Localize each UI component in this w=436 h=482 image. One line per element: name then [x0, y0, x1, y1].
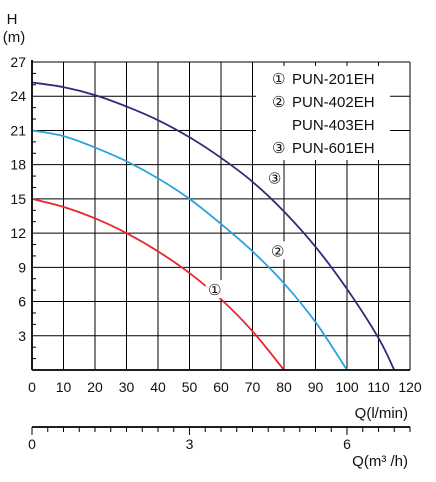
x2-axis-title: Q(m³ /h): [352, 453, 408, 470]
x-tick-label: 100: [335, 379, 359, 395]
x-axis-title: Q(l/min): [355, 405, 408, 422]
series-curve-3: [31, 81, 396, 371]
series-marker-bg-3: [265, 168, 284, 187]
y-tick-label: 12: [10, 225, 26, 241]
y-tick-label: 27: [10, 54, 26, 70]
legend-label-pun-403eh: PUN-403EH: [292, 117, 375, 134]
y-axis-unit: (m): [3, 29, 26, 46]
y-tick-label: 3: [18, 328, 26, 344]
series-marker-1: ①: [208, 281, 221, 299]
series-curve-1: [31, 198, 285, 371]
x-tick-label: 20: [87, 379, 103, 395]
y-tick-label: 15: [10, 191, 26, 207]
y-tick-label: 24: [10, 88, 26, 104]
x-tick-label: 60: [213, 379, 229, 395]
legend-label-pun-402eh: PUN-402EH: [292, 94, 375, 111]
x-tick-label: 90: [308, 379, 324, 395]
x-tick-label: 40: [150, 379, 166, 395]
y-tick-label: 6: [18, 294, 26, 310]
series-marker-2: ②: [271, 242, 284, 260]
legend-label-pun-201eh: PUN-201EH: [292, 71, 375, 88]
series-marker-3: ③: [268, 169, 281, 187]
x-tick-label: 10: [56, 379, 72, 395]
performance-curves: ① ② ③: [31, 81, 396, 371]
x-tick-label: 0: [28, 379, 36, 395]
legend-marker-1: ①: [272, 70, 285, 88]
x-tick-label: 50: [182, 379, 198, 395]
y-tick-label: 9: [18, 259, 26, 275]
x2-tick-label: 3: [186, 436, 194, 452]
y-axis-title: H: [7, 11, 18, 28]
y-tick-label: 21: [10, 122, 26, 138]
legend: ① PUN-201EH ② PUN-402EH PUN-403EH ③ PUN-…: [256, 66, 390, 160]
series-marker-bg-1: [205, 280, 224, 299]
x2-tick-label: 6: [343, 436, 351, 452]
x-tick-label: 30: [119, 379, 135, 395]
series-curve-2: [31, 129, 348, 371]
legend-marker-2: ②: [272, 93, 285, 111]
x2-tick-label: 0: [28, 436, 36, 452]
x-tick-label: 70: [245, 379, 261, 395]
x-tick-label: 110: [367, 379, 390, 395]
series-marker-bg-2: [268, 241, 287, 260]
x-tick-label: 80: [276, 379, 292, 395]
legend-marker-3: ③: [272, 139, 285, 157]
y-tick-label: 18: [10, 157, 26, 173]
x-tick-label: 120: [398, 379, 422, 395]
legend-box: [256, 66, 390, 160]
legend-label-pun-601eh: PUN-601EH: [292, 140, 375, 157]
